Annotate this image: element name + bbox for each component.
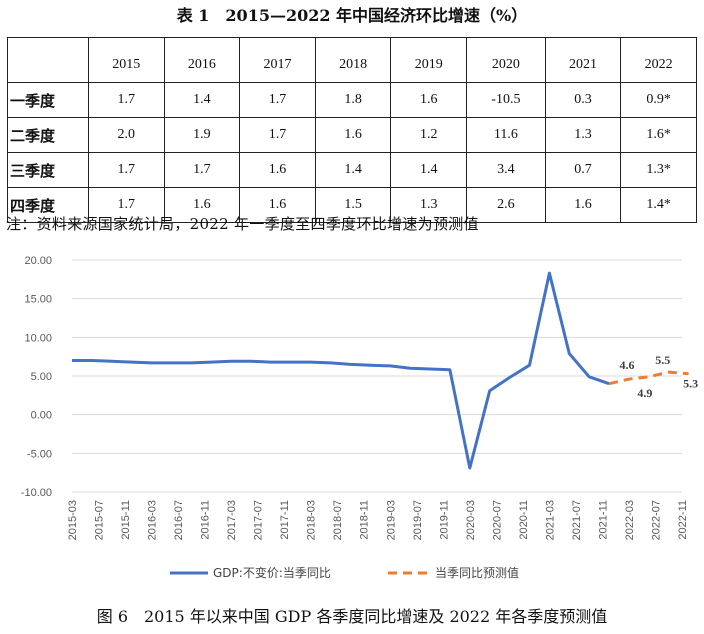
legend-label-forecast: 当季同比预测值 [435, 565, 519, 580]
y-tick-label: 15.00 [24, 294, 52, 306]
table-title: 表 1 2015—2022 年中国经济环比增速（%） [176, 6, 528, 25]
x-tick-label: 2019-07 [412, 500, 424, 540]
y-tick-label: 20.00 [24, 255, 52, 267]
table-cell: 1.7 [88, 187, 165, 223]
year-header: 2019 [390, 37, 468, 83]
x-tick-label: 2016-07 [173, 500, 185, 540]
table-cell: 1.3* [620, 152, 697, 188]
x-tick-label: 2015-11 [120, 500, 132, 540]
x-axis: 2015-03 2015-07 2015-11 2016-03 2016-07 2016-… [67, 500, 689, 540]
table-cell: 1.6 [390, 82, 468, 118]
table-row: 三季度 1.7 1.7 1.6 1.4 1.4 3.4 0.7 1.3* [7, 152, 697, 188]
year-header: 2022 [620, 37, 697, 83]
y-tick-label: 0.00 [31, 410, 52, 422]
table-cell: 0.7 [544, 152, 622, 188]
chart-series [71, 271, 689, 470]
x-tick-label: 2020-11 [518, 500, 530, 540]
x-tick-label: 2018-07 [332, 500, 344, 540]
forecast-data-label: 5.3 [683, 377, 698, 391]
x-tick-label: 2022-11 [677, 500, 689, 540]
year-header: 2020 [466, 37, 546, 83]
x-tick-label: 2020-07 [491, 500, 503, 540]
forecast-data-label: 4.6 [619, 358, 634, 372]
quarter-label: 三季度 [7, 152, 89, 188]
figure-caption: 图 6 2015 年以来中国 GDP 各季度同比增速及 2022 年各季度预测值 [96, 607, 608, 626]
y-axis: 20.00 15.00 10.00 5.00 0.00 -5.00 -10.00 [21, 255, 52, 499]
legend-label-gdp: GDP:不变价:当季同比 [213, 565, 331, 580]
x-tick-label: 2020-03 [465, 500, 477, 540]
table-row: 四季度 1.7 1.6 1.6 1.5 1.3 2.6 1.6 1.4* [7, 187, 697, 223]
y-tick-label: -10.00 [21, 487, 52, 499]
x-tick-label: 2015-07 [94, 500, 106, 540]
y-tick-label: -5.00 [27, 448, 52, 460]
year-header: 2021 [544, 37, 622, 83]
forecast-data-label: 5.5 [655, 353, 670, 367]
table-cell: 3.4 [466, 152, 546, 188]
table-cell: 1.3 [544, 117, 622, 153]
table-cell: 1.6 [239, 152, 316, 188]
table-cell: 1.7 [88, 152, 165, 188]
x-tick-label: 2016-03 [147, 500, 159, 540]
table-cell: 2.6 [466, 187, 546, 223]
table-cell: 1.7 [239, 117, 316, 153]
table-cell: 1.7 [88, 82, 165, 118]
table-cell: 1.9 [163, 117, 241, 153]
x-tick-label: 2015-03 [67, 500, 79, 540]
table-row: 一季度 1.7 1.4 1.7 1.8 1.6 -10.5 0.3 0.9* [7, 82, 697, 118]
table-corner-cell [7, 37, 89, 83]
x-tick-label: 2017-07 [253, 500, 265, 540]
growth-table: 2015 2016 2017 2018 2019 2020 2021 2022 一季度 1.7 1… [7, 37, 697, 223]
table-cell: 1.4 [390, 152, 468, 188]
year-header: 2016 [163, 37, 241, 83]
chart-gridlines [72, 259, 682, 493]
y-tick-label: 10.00 [24, 332, 52, 344]
x-tick-label: 2017-11 [279, 500, 291, 540]
forecast-series-line [608, 370, 689, 386]
chart-legend: GDP:不变价:当季同比 当季同比预测值 [170, 565, 519, 580]
year-header: 2018 [314, 37, 392, 83]
x-tick-label: 2017-03 [226, 500, 238, 540]
x-tick-label: 2021-03 [544, 500, 556, 540]
quarter-label: 一季度 [7, 82, 89, 118]
table-header-row: 2015 2016 2017 2018 2019 2020 2021 2022 [7, 37, 697, 83]
table-cell: 1.2 [390, 117, 468, 153]
year-header: 2015 [88, 37, 165, 83]
chart-data-labels: 4.64.9 5.5 5.3 [619, 353, 698, 400]
quarter-label: 二季度 [7, 117, 89, 153]
x-tick-label: 2022-03 [624, 500, 636, 540]
x-tick-label: 2016-11 [200, 500, 212, 540]
quarter-label: 四季度 [7, 187, 89, 223]
forecast-data-label: 4.9 [637, 386, 652, 400]
table-cell: 1.6 [314, 117, 392, 153]
table-cell: 1.7 [163, 152, 241, 188]
table-cell: 1.4 [163, 82, 241, 118]
table-cell: 1.4 [314, 152, 392, 188]
year-header: 2017 [239, 37, 316, 83]
x-tick-label: 2018-11 [359, 500, 371, 540]
x-tick-label: 2019-11 [438, 500, 450, 540]
table-cell: 2.0 [88, 117, 165, 153]
x-tick-label: 2021-11 [597, 500, 609, 540]
table-cell: 1.6* [620, 117, 697, 153]
table-cell: 0.3 [544, 82, 622, 118]
table-cell: 1.6 [544, 187, 622, 223]
x-tick-label: 2019-03 [385, 500, 397, 540]
gdp-series-line [72, 271, 610, 470]
table-cell: 1.8 [314, 82, 392, 118]
table-row: 二季度 2.0 1.9 1.7 1.6 1.2 11.6 1.3 1.6* [7, 117, 697, 153]
table-cell: 1.7 [239, 82, 316, 118]
gdp-line-chart: 20.00 15.00 10.00 5.00 0.00 -5.00 -10.00 2015-… [21, 255, 698, 580]
x-tick-label: 2018-03 [306, 500, 318, 540]
x-tick-label: 2022-07 [650, 500, 662, 540]
table-cell: 1.6 [239, 187, 316, 223]
table-cell: 0.9* [620, 82, 697, 118]
table-cell: 11.6 [466, 117, 546, 153]
table-cell: 1.4* [620, 187, 697, 223]
table-note: 注：资料来源国家统计局，2022 年一季度至四季度环比增速为预测值 [6, 215, 479, 233]
y-tick-label: 5.00 [31, 371, 52, 383]
x-tick-label: 2021-07 [571, 500, 583, 540]
table-cell: -10.5 [466, 82, 546, 118]
